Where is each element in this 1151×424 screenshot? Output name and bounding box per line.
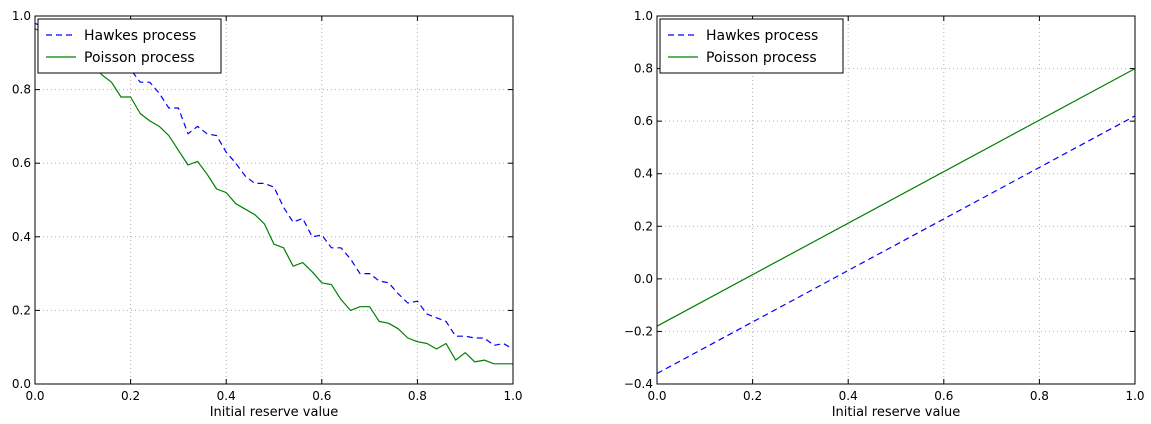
x-tick-label: 0.0 xyxy=(647,389,666,403)
x-tick-label: 0.8 xyxy=(408,389,427,403)
x-tick-label: 0.2 xyxy=(743,389,762,403)
y-tick-label: 0.8 xyxy=(12,83,31,97)
x-tick-label: 0.0 xyxy=(25,389,44,403)
chart-1: 0.0 0.2 0.4 0.6 0.8 1.0 0.0 0.2 0.4 0.6 0.8 1.0 Init… xyxy=(12,9,523,420)
y-tick-label: 0.0 xyxy=(12,377,31,391)
legend-box xyxy=(659,18,844,74)
y-tick-label: 0.8 xyxy=(634,62,653,76)
legend-label: Hawkes process xyxy=(84,28,196,44)
x-tick-label: 0.6 xyxy=(934,389,953,403)
series-line-poisson xyxy=(656,68,1136,327)
series-line-poisson xyxy=(34,28,513,365)
y-tick-label: 0.4 xyxy=(634,167,653,181)
legend-label: Poisson process xyxy=(84,50,195,66)
series-line-hawkes xyxy=(656,115,1136,375)
y-tick-label: 0.2 xyxy=(634,219,653,233)
y-tick-label: −0.2 xyxy=(624,324,653,338)
y-tick-label: 0.4 xyxy=(12,230,31,244)
x-tick-label: 1.0 xyxy=(1125,389,1144,403)
x-tick-label: 1.0 xyxy=(503,389,522,403)
y-tick-label: 0.6 xyxy=(12,156,31,170)
y-tick-label: 0.0 xyxy=(634,272,653,286)
plot-frame xyxy=(656,15,1136,385)
y-tick-label: 0.2 xyxy=(12,303,31,317)
legend-box xyxy=(37,18,222,74)
y-tick-label: 1.0 xyxy=(12,9,31,23)
x-axis-label: Initial reserve value xyxy=(832,405,961,420)
x-tick-label: 0.8 xyxy=(1030,389,1049,403)
x-tick-label: 0.6 xyxy=(312,389,331,403)
x-tick-label: 0.4 xyxy=(839,389,858,403)
chart-2: 0.0 0.2 0.4 0.6 0.8 1.0 −0.4 −0.2 0.0 0.2 0.4 0.6 0.… xyxy=(624,9,1145,420)
y-tick-label: 1.0 xyxy=(634,9,653,23)
y-tick-label: −0.4 xyxy=(624,377,653,391)
x-tick-label: 0.4 xyxy=(217,389,236,403)
legend-label: Hawkes process xyxy=(706,28,818,44)
x-axis-label: Initial reserve value xyxy=(210,405,339,420)
x-tick-label: 0.2 xyxy=(121,389,140,403)
y-tick-label: 0.6 xyxy=(634,114,653,128)
legend-label: Poisson process xyxy=(706,50,817,66)
plot-frame xyxy=(34,15,514,385)
